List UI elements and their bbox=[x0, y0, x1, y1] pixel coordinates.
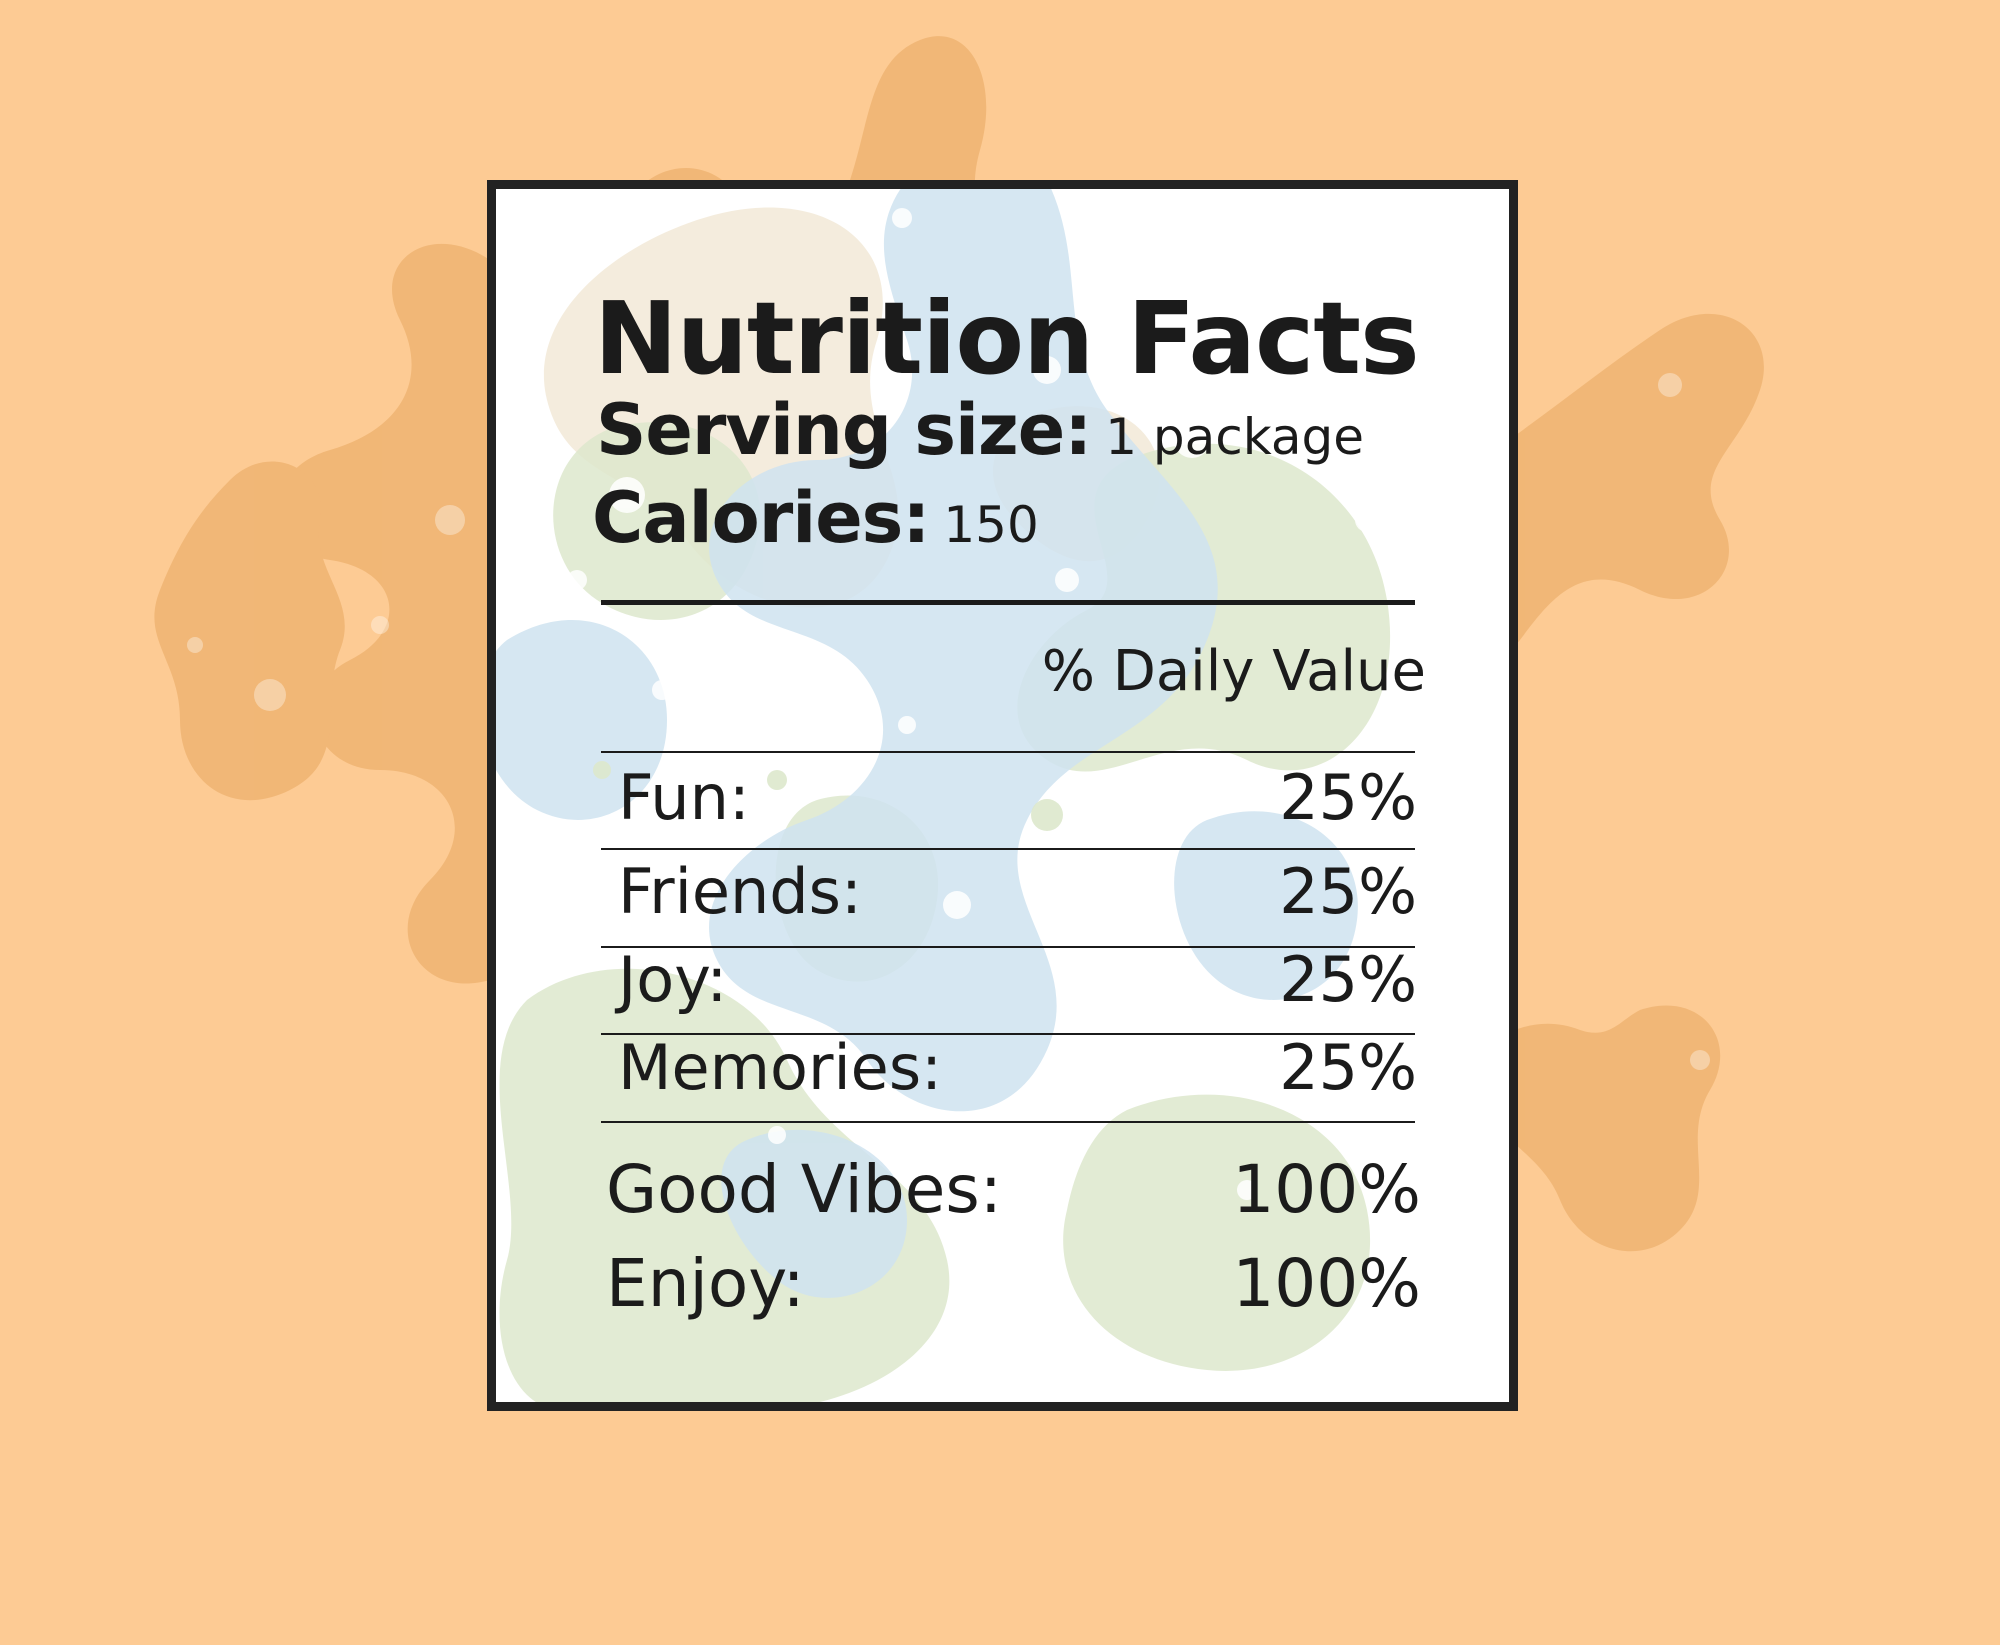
divider bbox=[601, 848, 1415, 850]
divider bbox=[601, 1033, 1415, 1035]
nutrient-value: 25% bbox=[1279, 943, 1417, 1016]
calories-row: Calories: 150 bbox=[592, 483, 1039, 553]
label-decoration bbox=[496, 189, 1509, 1402]
nutrient-value: 25% bbox=[1279, 1031, 1417, 1104]
divider bbox=[601, 751, 1415, 753]
nutrient-name: Joy: bbox=[618, 943, 728, 1016]
serving-size-value: 1 package bbox=[1105, 408, 1365, 466]
nutrition-label: Nutrition Facts Serving size: 1 package C… bbox=[487, 180, 1518, 1411]
nutrient-name: Friends: bbox=[618, 855, 862, 928]
calories-label: Calories: bbox=[592, 477, 930, 559]
calories-value: 150 bbox=[943, 496, 1039, 554]
extra-name: Enjoy: bbox=[606, 1245, 805, 1322]
nutrient-value: 25% bbox=[1279, 855, 1417, 928]
divider bbox=[601, 946, 1415, 948]
extra-value: 100% bbox=[1232, 1245, 1421, 1322]
extra-value: 100% bbox=[1232, 1151, 1421, 1228]
nutrient-value: 25% bbox=[1279, 761, 1417, 834]
nutrient-name: Memories: bbox=[618, 1031, 943, 1104]
serving-size-label: Serving size: bbox=[596, 389, 1092, 471]
divider bbox=[601, 1121, 1415, 1123]
nutrient-name: Fun: bbox=[618, 761, 750, 834]
extra-name: Good Vibes: bbox=[606, 1151, 1002, 1228]
divider-thick bbox=[601, 600, 1415, 605]
daily-value-header: % Daily Value bbox=[1041, 639, 1426, 704]
serving-size-row: Serving size: 1 package bbox=[596, 395, 1364, 465]
label-title: Nutrition Facts bbox=[594, 280, 1420, 397]
